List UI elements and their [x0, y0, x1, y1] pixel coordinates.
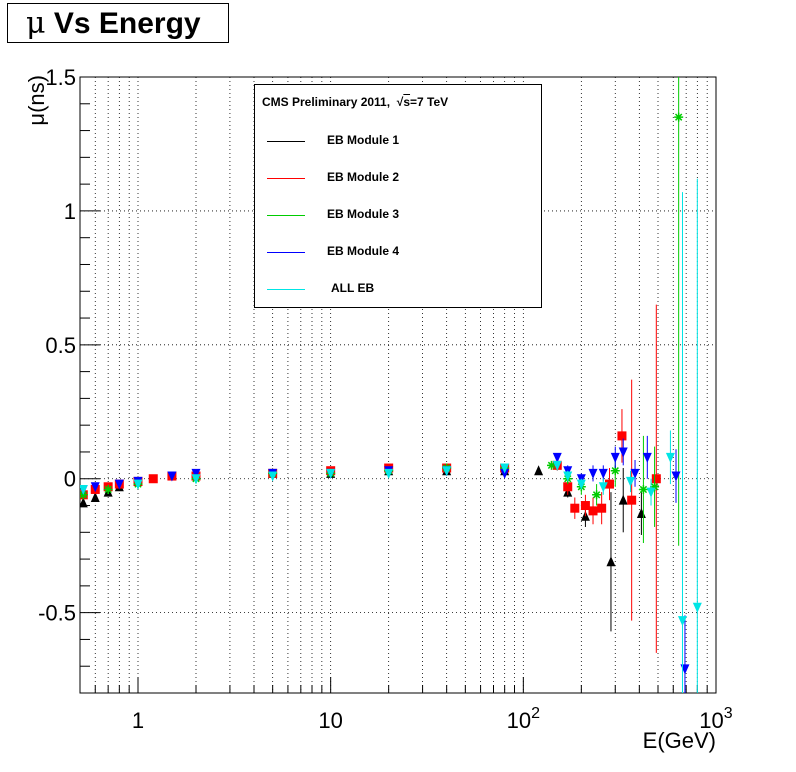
- data-point: [592, 490, 602, 500]
- data-point: [580, 501, 590, 511]
- data-point: [606, 556, 616, 567]
- legend-entry-module-2: EB Module 2: [255, 169, 541, 189]
- data-point: [638, 484, 648, 494]
- data-point: [563, 471, 573, 482]
- y-tick-label: 1: [64, 199, 76, 224]
- chart-title-box: μ Vs Energy: [7, 3, 229, 43]
- data-point: [191, 468, 201, 479]
- data-point: [588, 468, 598, 479]
- data-point: [552, 452, 562, 463]
- data-point: [576, 479, 586, 490]
- data-point: [604, 479, 614, 489]
- chart-legend: CMS Preliminary 2011, √s=7 TeV EB Module…: [254, 84, 542, 308]
- data-point: [665, 452, 675, 463]
- data-point: [650, 482, 660, 492]
- legend-header: CMS Preliminary 2011, √s=7 TeV: [262, 95, 449, 109]
- legend-entry-module-3: EB Module 3: [255, 206, 541, 226]
- x-tick-label: 1: [132, 708, 144, 733]
- data-point: [588, 506, 598, 516]
- data-point: [546, 460, 556, 470]
- data-point: [610, 466, 620, 476]
- y-axis-label: μ(ns): [24, 75, 49, 126]
- data-point: [671, 471, 681, 482]
- data-point: [674, 112, 684, 122]
- y-tick-label: -0.5: [38, 601, 76, 626]
- data-point: [618, 447, 628, 458]
- data-point: [148, 474, 158, 484]
- data-point: [167, 471, 177, 482]
- data-point: [133, 479, 143, 490]
- data-point: [626, 476, 636, 487]
- y-tick-label: 0.5: [45, 333, 76, 358]
- chart-title: μ Vs Energy: [26, 6, 201, 41]
- data-point: [114, 479, 124, 490]
- y-tick-label: 0: [64, 467, 76, 492]
- data-point: [630, 468, 640, 479]
- data-point: [610, 452, 620, 463]
- data-point: [617, 431, 627, 441]
- data-point: [563, 482, 573, 492]
- chart-title-text: Vs Energy: [53, 7, 201, 40]
- data-point: [636, 508, 646, 519]
- data-point: [442, 466, 452, 477]
- data-point: [268, 471, 278, 482]
- legend-entry-module-1: EB Module 1: [255, 132, 541, 152]
- data-point: [534, 465, 544, 476]
- data-point: [692, 602, 702, 613]
- y-tick-label: 1.5: [45, 65, 76, 90]
- data-point: [598, 482, 608, 493]
- data-point: [677, 616, 687, 627]
- data-point: [80, 484, 88, 495]
- data-point: [500, 468, 510, 479]
- data-point: [627, 495, 637, 505]
- legend-entry-all-eb: ALL EB: [255, 280, 541, 300]
- data-point: [598, 468, 608, 479]
- data-point: [90, 491, 100, 502]
- chart-title-prefix: μ: [26, 6, 46, 41]
- data-point: [646, 487, 656, 498]
- plot-frame: [79, 76, 717, 694]
- data-point: [651, 474, 661, 484]
- data-point: [326, 468, 336, 479]
- legend-entry-module-4: EB Module 4: [255, 243, 541, 263]
- data-point: [680, 664, 690, 675]
- data-point: [384, 468, 394, 479]
- data-point: [90, 482, 100, 493]
- data-point: [103, 484, 113, 494]
- data-point: [552, 460, 562, 471]
- x-tick-label: 102: [507, 705, 540, 733]
- data-point: [570, 503, 580, 513]
- data-point: [500, 463, 510, 474]
- x-axis-label: E(GeV): [643, 728, 716, 753]
- data-point: [642, 452, 652, 463]
- x-tick-label: 10: [318, 708, 342, 733]
- data-point: [597, 503, 607, 513]
- data-point: [191, 474, 201, 485]
- data-point: [618, 494, 628, 505]
- data-point: [80, 497, 88, 508]
